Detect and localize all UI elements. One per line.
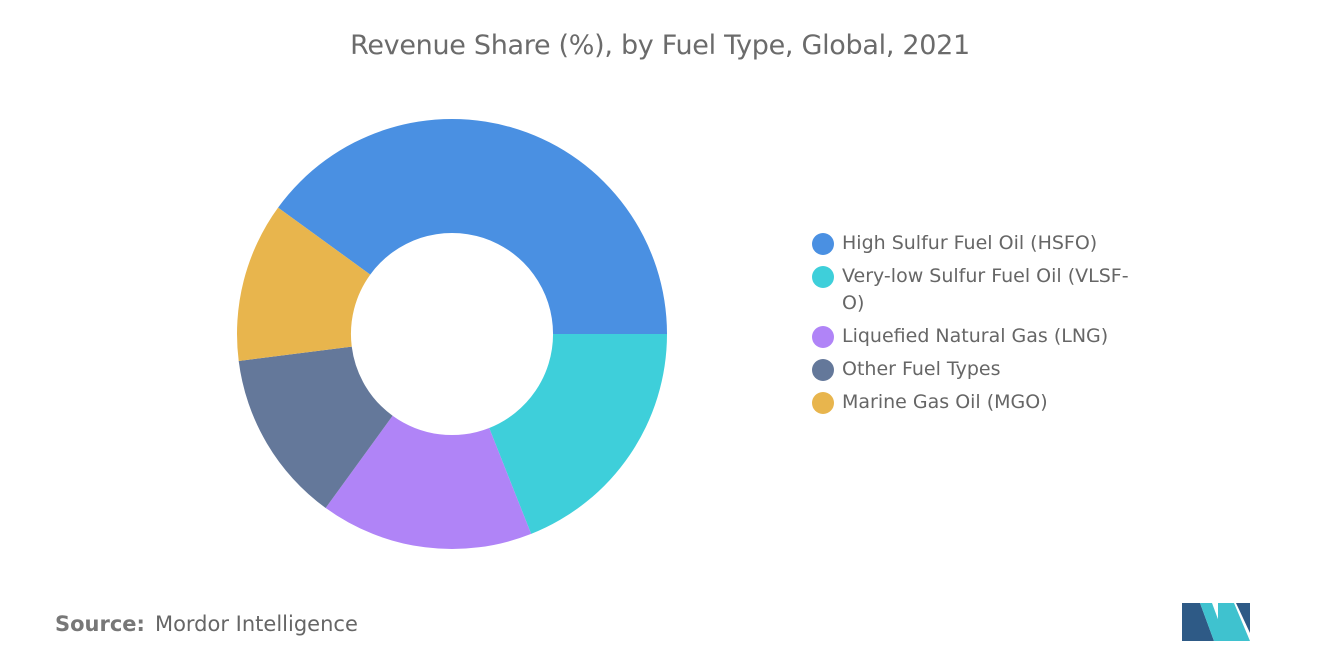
legend-swatch [812,326,834,348]
donut-slice-1 [278,118,667,334]
source-label: Source: [55,612,145,636]
legend-label: Liquefied Natural Gas (LNG) [842,325,1109,347]
donut-slice-3 [325,415,532,549]
legend-item: Very-low Sulfur Fuel Oil (VLSF-O) [812,263,1172,317]
logo-shape-left [1182,603,1214,641]
source-value: Mordor Intelligence [154,612,358,636]
legend-item: Other Fuel Types [812,356,1172,383]
mordor-intelligence-logo-icon [1182,603,1250,641]
legend-swatch [812,233,834,255]
legend-label: Other Fuel Types [842,358,1001,380]
legend-label: High Sulfur Fuel Oil (HSFO) [842,232,1098,254]
legend-label: Very-low Sulfur Fuel Oil (VLSF-O) [842,265,1129,314]
donut-slice-4 [238,346,393,508]
legend-item: Liquefied Natural Gas (LNG) [812,323,1172,350]
donut-slice-5 [237,207,371,361]
chart-legend: High Sulfur Fuel Oil (HSFO) Very-low Sulf… [812,230,1172,422]
source-note: Source: Mordor Intelligence [55,612,358,636]
legend-item: High Sulfur Fuel Oil (HSFO) [812,230,1172,257]
legend-item: Marine Gas Oil (MGO) [812,389,1172,416]
legend-swatch [812,392,834,414]
logo-shape-edge [1236,603,1250,633]
logo-shape-right [1218,603,1250,641]
legend-swatch [812,359,834,381]
chart-title: Revenue Share (%), by Fuel Type, Global,… [350,30,970,61]
legend-swatch [812,266,834,288]
donut-slice-2 [489,334,667,534]
legend-label: Marine Gas Oil (MGO) [842,391,1048,413]
